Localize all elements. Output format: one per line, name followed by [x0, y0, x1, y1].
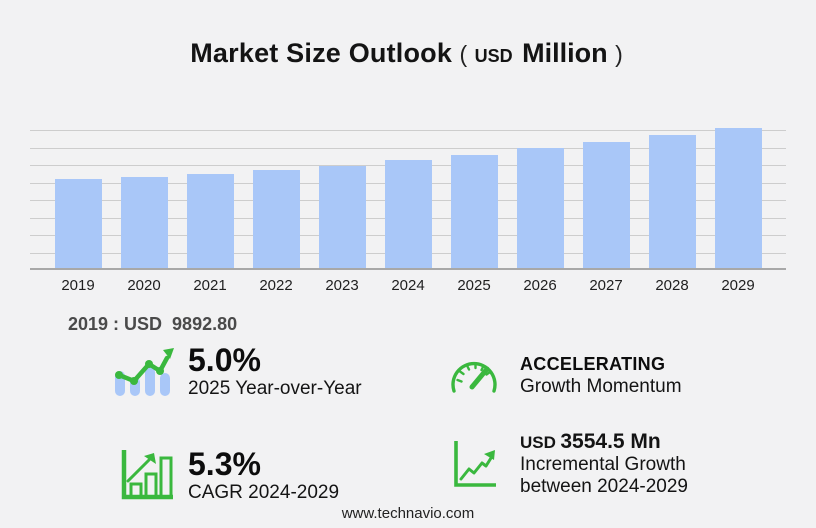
bars-row — [30, 128, 786, 268]
bar-2029 — [714, 128, 762, 268]
x-tick-2028: 2028 — [655, 277, 689, 294]
x-tick-2021: 2021 — [193, 277, 227, 294]
title-paren-open: ( — [459, 41, 468, 67]
stat-yoy-text: 5.0% 2025 Year-over-Year — [188, 342, 362, 400]
bar-column — [705, 128, 771, 268]
bar-trend-up-icon — [115, 348, 174, 396]
cagr-label: CAGR 2024-2029 — [188, 482, 340, 503]
bar-2019 — [54, 179, 102, 268]
x-tick-2029: 2029 — [721, 277, 755, 294]
gridline — [30, 130, 786, 131]
incremental-value-line: USD 3554.5 Mn — [520, 430, 688, 454]
bar-column — [45, 130, 111, 268]
stat-yoy: 5.0% 2025 Year-over-Year — [112, 342, 362, 400]
stat-momentum-text: ACCELERATING Growth Momentum — [520, 352, 682, 398]
bar-2022 — [252, 169, 300, 268]
stat-cagr-text: 5.3% CAGR 2024-2029 — [188, 446, 339, 504]
gridline — [30, 147, 786, 149]
chart-title: Market Size Outlook ( USD Million ) — [0, 36, 816, 75]
bar-column — [573, 130, 639, 268]
momentum-label: Growth Momentum — [520, 376, 682, 397]
x-axis-labels: 2019 2020 2021 2022 2023 2024 2025 2026 2027 2028… — [30, 277, 786, 294]
plot-area — [30, 128, 786, 270]
line-growth-icon — [454, 441, 496, 487]
incremental-label-line1: Incremental Growth — [520, 454, 686, 475]
title-unit: Million — [522, 38, 608, 68]
x-tick-2022: 2022 — [259, 277, 293, 294]
speedometer-icon — [451, 361, 497, 393]
bar-column — [639, 130, 705, 268]
momentum-value: ACCELERATING — [520, 354, 666, 374]
bar-column — [375, 130, 441, 268]
bar-2027 — [582, 141, 630, 268]
incremental-label-line2: between 2024-2029 — [520, 476, 688, 497]
bar-2021 — [186, 174, 234, 268]
yoy-label: 2025 Year-over-Year — [188, 378, 362, 399]
x-tick-2026: 2026 — [523, 277, 557, 294]
bar-column — [243, 130, 309, 268]
cagr-value: 5.3% — [188, 446, 261, 482]
stat-momentum: ACCELERATING Growth Momentum — [448, 352, 682, 398]
incremental-currency: USD — [520, 433, 556, 452]
bar-2023 — [318, 166, 366, 268]
bar-chart: 2019 2020 2021 2022 2023 2024 2025 2026 2027 2028… — [30, 128, 786, 294]
bar-2026 — [516, 148, 564, 268]
x-tick-2020: 2020 — [127, 277, 161, 294]
bar-column — [111, 130, 177, 268]
stat-incremental-growth: USD 3554.5 Mn Incremental Growth between… — [452, 430, 688, 498]
bar-column — [177, 130, 243, 268]
title-currency: USD — [474, 46, 513, 66]
chart-title-text: Market Size Outlook — [190, 38, 453, 68]
x-tick-2023: 2023 — [325, 277, 359, 294]
x-tick-2025: 2025 — [457, 277, 491, 294]
incremental-value: 3554.5 Mn — [560, 430, 661, 453]
x-tick-2027: 2027 — [589, 277, 623, 294]
bar-column — [507, 130, 573, 268]
bar-growth-icon — [121, 450, 173, 500]
bar-2025 — [450, 154, 498, 268]
bar-column — [309, 130, 375, 268]
yoy-value: 5.0% — [188, 342, 261, 378]
title-paren-close: ) — [615, 41, 623, 67]
bar-column — [441, 130, 507, 268]
website-link: www.technavio.com — [341, 505, 475, 522]
x-tick-2024: 2024 — [391, 277, 425, 294]
bar-2028 — [648, 135, 696, 268]
bar-2020 — [120, 177, 168, 268]
stat-incremental-text: USD 3554.5 Mn Incremental Growth between… — [520, 430, 688, 498]
x-tick-2019: 2019 — [61, 277, 95, 294]
stat-cagr: 5.3% CAGR 2024-2029 — [118, 446, 339, 504]
bar-2024 — [384, 159, 432, 268]
base-year-value-callout: 2019 : USD 9892.80 — [68, 314, 238, 334]
